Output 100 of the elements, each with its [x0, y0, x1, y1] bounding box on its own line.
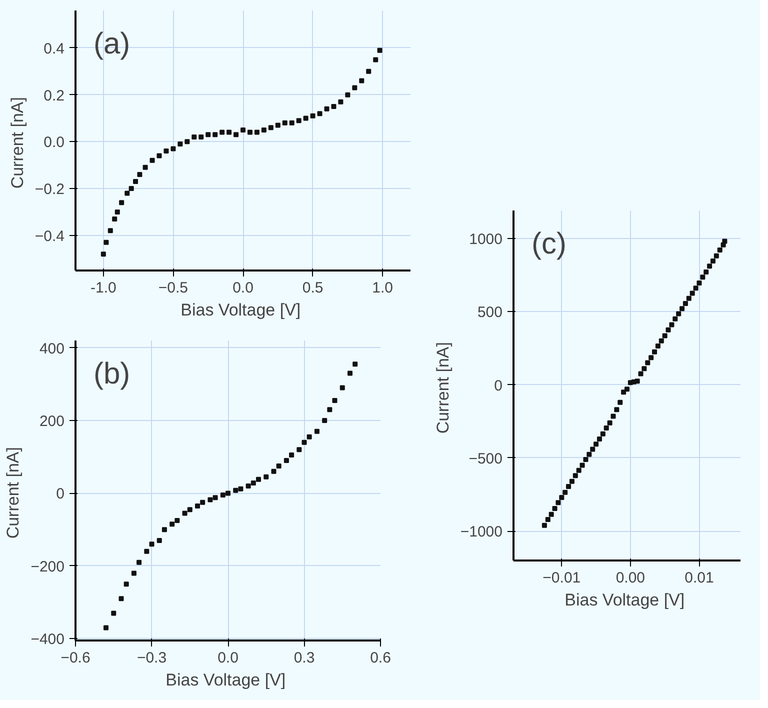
- point: [271, 468, 276, 474]
- point: [276, 463, 282, 468]
- point: [133, 178, 138, 184]
- point: [352, 85, 358, 90]
- point: [124, 190, 130, 196]
- point: [648, 355, 654, 360]
- point: [338, 99, 344, 104]
- point: [187, 507, 192, 512]
- point: [340, 385, 345, 390]
- x-tick-label: 0.01: [684, 570, 714, 586]
- point: [634, 378, 640, 384]
- point: [710, 258, 716, 264]
- point: [717, 248, 722, 253]
- point: [306, 434, 312, 440]
- point: [136, 560, 142, 565]
- point: [275, 122, 280, 128]
- point: [680, 306, 685, 312]
- point: [576, 468, 582, 473]
- point: [220, 492, 226, 498]
- point: [645, 360, 650, 366]
- point: [250, 480, 256, 486]
- point: [142, 164, 148, 170]
- point: [254, 130, 260, 135]
- point: [192, 134, 197, 140]
- point: [208, 497, 213, 502]
- point: [722, 238, 728, 244]
- point: [559, 495, 564, 500]
- point: [322, 418, 328, 423]
- point: [170, 522, 175, 527]
- y-tick-label: 200: [39, 413, 65, 430]
- point: [220, 130, 225, 135]
- point: [310, 113, 316, 118]
- point: [289, 452, 294, 458]
- point: [542, 522, 547, 528]
- point: [302, 440, 307, 445]
- point: [296, 447, 302, 452]
- point: [552, 506, 558, 512]
- y-tick-label: 1000: [469, 230, 503, 248]
- point: [638, 371, 644, 376]
- point: [672, 316, 678, 322]
- point: [373, 57, 378, 62]
- y-tick-label: 0: [494, 377, 502, 394]
- point: [149, 542, 154, 547]
- x-tick-label: −0.6: [60, 650, 90, 666]
- point: [566, 484, 572, 490]
- point: [610, 414, 616, 419]
- point: [332, 398, 338, 403]
- point: [226, 130, 232, 135]
- x-tick-label: −0.5: [158, 280, 188, 296]
- point: [256, 476, 261, 482]
- point: [596, 436, 602, 442]
- point: [642, 366, 647, 372]
- x-tick-label: −0.01: [542, 570, 581, 586]
- y-tick-label: −0.4: [34, 228, 65, 245]
- point: [156, 538, 162, 543]
- y-tick-label: 0.2: [44, 87, 65, 104]
- point: [212, 132, 218, 138]
- x-tick-label: 0.5: [302, 280, 324, 296]
- point: [366, 68, 372, 74]
- annotation: (c): [532, 228, 566, 260]
- y-tick-label: −0.2: [34, 181, 65, 198]
- x-tick-label: 0.0: [218, 650, 238, 666]
- point: [572, 473, 578, 478]
- y-tick-label: −200: [30, 558, 65, 576]
- y-tick-label: 400: [39, 340, 65, 358]
- point: [690, 290, 695, 296]
- point: [359, 78, 364, 84]
- point: [195, 503, 200, 508]
- x-axis-title: Bias Voltage [V]: [180, 300, 301, 320]
- point: [556, 500, 561, 506]
- point: [314, 428, 320, 434]
- y-tick-label: 0: [56, 486, 64, 503]
- point: [352, 362, 358, 367]
- y-tick-label: −1000: [460, 524, 503, 541]
- point: [178, 142, 183, 147]
- point: [174, 518, 180, 523]
- point: [170, 146, 176, 152]
- x-tick-label: -1.0: [90, 280, 116, 296]
- point: [182, 510, 188, 516]
- point: [212, 495, 218, 500]
- point: [548, 512, 554, 517]
- point: [206, 132, 211, 138]
- point: [704, 270, 709, 275]
- point: [114, 209, 120, 214]
- y-tick-label: −500: [468, 450, 503, 468]
- point: [569, 478, 574, 484]
- point: [164, 148, 169, 154]
- point: [100, 252, 106, 257]
- point: [327, 407, 332, 412]
- point: [226, 490, 230, 496]
- point: [604, 425, 609, 430]
- point: [137, 172, 142, 177]
- point: [238, 486, 244, 492]
- point: [284, 458, 289, 463]
- point: [317, 111, 322, 116]
- point: [682, 300, 688, 306]
- annotation: (a): [94, 28, 130, 60]
- x-tick-label: 0.6: [370, 650, 391, 666]
- y-axis-title: Current [nA]: [8, 97, 27, 189]
- x-tick-label: 1.0: [372, 280, 394, 296]
